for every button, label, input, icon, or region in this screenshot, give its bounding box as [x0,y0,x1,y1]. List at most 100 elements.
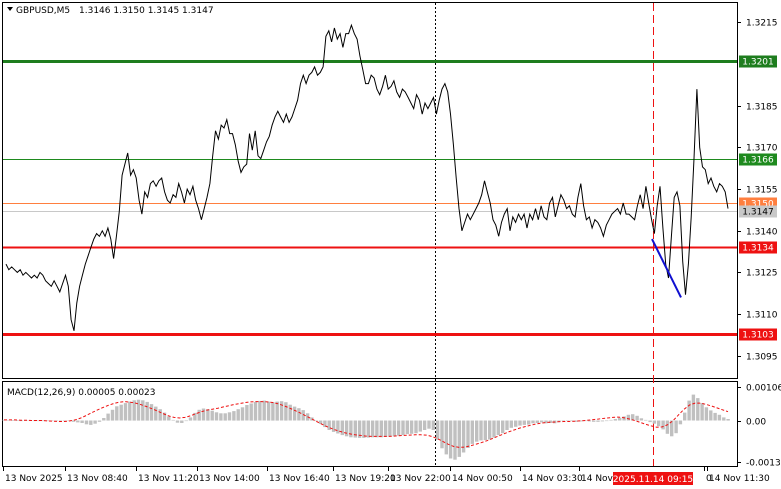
macd-histogram-bar [180,420,184,423]
macd-histogram-bar [470,420,474,444]
macd-histogram-bar [310,417,314,421]
macd-histogram-bar [206,409,210,421]
macd-histogram-bar [19,420,24,422]
macd-histogram-bar [691,394,696,421]
macd-histogram-bar [383,420,388,437]
macd-histogram-bar [717,414,722,421]
macd-histogram-bar [492,420,496,438]
macd-histogram-bar [687,400,691,421]
level-label-box [739,241,777,254]
macd-histogram-bar [431,420,435,430]
macd-histogram-bar [579,420,583,422]
x-tick-label: 14 Nov 00:50 [452,474,513,484]
macd-histogram-bar [605,420,609,422]
macd-histogram-bar [509,420,513,428]
macd-histogram-bar [527,420,531,425]
x-tick-label: 13 Nov 2025 [5,474,63,484]
macd-histogram-bar [626,414,631,421]
macd-histogram-bar [657,420,661,427]
macd-histogram-bar [184,420,188,422]
macd-histogram-bar [570,420,574,422]
macd-histogram-bar [479,420,483,441]
level-label-box [739,55,777,68]
macd-histogram-bar [284,402,288,421]
macd-histogram-bar [639,418,644,421]
macd-histogram-bar [661,420,665,430]
macd-histogram-bar [665,420,670,434]
macd-histogram-bar [253,401,258,421]
macd-histogram-bar [631,414,635,421]
macd-histogram-bar [54,420,58,422]
macd-histogram-bar [97,420,102,422]
level-label: 1.3147 [742,208,774,218]
y-tick-label: 1.3140 [746,228,778,238]
macd-histogram-bar [448,420,453,459]
macd-histogram-bar [722,417,726,421]
macd-histogram-bar [548,420,553,423]
macd-histogram-bar [271,402,275,421]
macd-histogram-bar [240,407,245,421]
macd-histogram-bar [175,420,180,423]
macd-histogram-bar [318,420,323,424]
macd-histogram-bar [622,416,626,421]
x-tick-label: 0 [706,474,712,484]
macd-histogram-bar [683,412,687,421]
macd-histogram-bar [154,406,158,421]
macd-title: MACD(12,26,9) 0.00005 0.00023 [7,388,156,398]
macd-histogram-bar [162,412,167,421]
macd-histogram-bar [197,409,201,421]
level-label: 1.3103 [742,331,774,341]
macd-histogram-bar [258,400,262,421]
macd-histogram-bar [396,420,401,436]
macd-histogram-bar [566,420,570,422]
macd-histogram-bar [544,420,548,424]
macd-histogram-bar [301,410,305,421]
macd-histogram-bar [644,419,648,421]
macd-histogram-bar [123,403,128,421]
symbol-dropdown-icon[interactable] [7,7,13,11]
macd-histogram-bar [219,413,223,421]
macd-signal-line [4,401,729,448]
macd-histogram-bar [704,407,709,421]
macd-histogram-bar [609,419,613,421]
macd-histogram-bar [327,420,331,430]
macd-histogram-bar [171,419,175,421]
macd-histogram-bar [93,420,97,424]
y-tick-label: 1.3125 [746,269,778,279]
macd-panel-frame [2,381,738,467]
macd-histogram-bar [336,420,340,434]
chart-ohlc: 1.3146 1.3150 1.3145 1.3147 [79,6,214,16]
macd-histogram-bar [110,409,115,421]
macd-y-tick-label: 0.00 [746,418,766,428]
macd-histogram-bar [422,420,427,430]
macd-histogram-bar [331,420,336,432]
macd-histogram-bar [115,406,119,421]
macd-histogram-bar [392,420,396,437]
macd-histogram-bar [249,403,253,421]
level-label: 1.3201 [742,58,774,68]
macd-histogram-bar [496,420,500,436]
macd-histogram-bar [613,419,618,421]
y-tick-label: 1.3185 [746,103,778,113]
macd-histogram-bar [245,405,249,421]
x-tick-label: 13 Nov 14:00 [199,474,260,484]
macd-histogram-bar [201,408,206,421]
macd-histogram-bar [453,420,457,460]
macd-histogram-bar [401,420,405,436]
macd-histogram-bar [102,418,106,421]
x-tick-label: 13 Nov 11:20 [138,474,199,484]
x-tick-label: 14 Nov 11:30 [709,474,770,484]
macd-histogram-bar [648,420,652,423]
macd-histogram-bar [314,420,318,422]
macd-histogram-bar [409,420,414,434]
macd-histogram-bar [635,415,639,421]
macd-histogram-bar [700,403,704,421]
macd-histogram-bar [475,420,479,442]
macd-series [2,394,730,460]
macd-histogram-bar [713,412,717,421]
y-tick-label: 1.3095 [746,353,778,363]
macd-histogram-bar [353,420,357,438]
macd-histogram-bar [670,420,674,437]
